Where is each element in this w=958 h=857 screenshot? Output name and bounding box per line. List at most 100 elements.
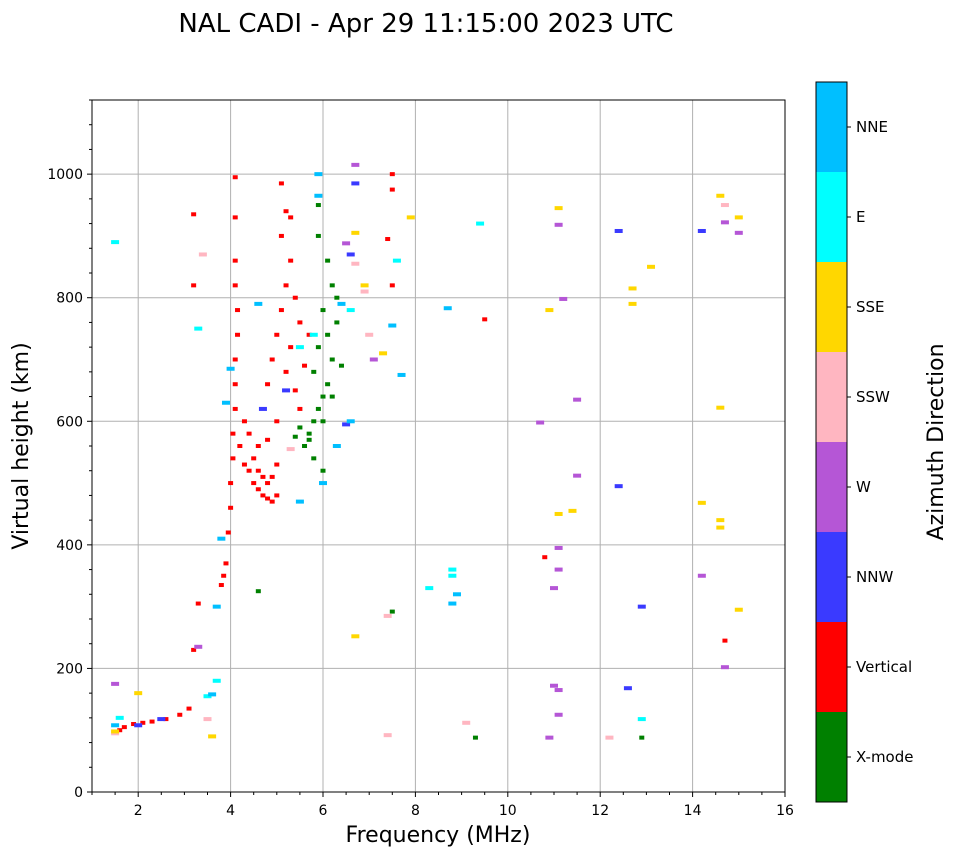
data-point-vertical xyxy=(149,719,155,724)
colorbar-segment xyxy=(816,442,847,532)
data-point-nnw xyxy=(282,388,291,393)
data-point-ssw xyxy=(360,289,369,294)
data-point-x-mode xyxy=(292,434,298,439)
data-point-e xyxy=(115,715,124,720)
data-point-sse xyxy=(734,215,743,220)
data-point-w xyxy=(550,683,558,688)
data-point-vertical xyxy=(297,320,303,325)
data-point-x-mode xyxy=(315,345,321,350)
data-point-vertical xyxy=(288,345,294,350)
data-point-x-mode xyxy=(306,431,312,436)
data-point-vertical xyxy=(191,647,197,652)
data-point-sse xyxy=(568,508,577,513)
data-point-vertical xyxy=(191,283,197,288)
x-tick-label: 16 xyxy=(776,803,794,819)
data-point-x-mode xyxy=(255,589,261,594)
data-point-vertical xyxy=(278,233,284,238)
y-tick-label: 400 xyxy=(56,538,83,554)
colorbar-label: NNE xyxy=(856,118,888,136)
data-point-vertical xyxy=(230,456,236,461)
data-point-x-mode xyxy=(320,394,326,399)
data-point-ssw xyxy=(203,717,212,722)
data-point-vertical xyxy=(117,728,123,733)
data-point-w xyxy=(554,222,563,227)
data-point-ssw xyxy=(198,252,207,257)
data-point-sse xyxy=(554,206,563,211)
data-point-e xyxy=(448,573,457,578)
data-point-sse xyxy=(697,500,706,505)
data-point-vertical xyxy=(278,181,284,186)
data-point-vertical xyxy=(297,406,303,411)
data-point-x-mode xyxy=(311,456,317,461)
data-point-vertical xyxy=(274,332,280,337)
data-point-vertical xyxy=(260,474,266,479)
data-point-e xyxy=(637,717,646,722)
data-point-nnw xyxy=(697,228,706,233)
axis-ticks: 2 4 6 8 10 12 14 16 0 200 400 600 800 1000 xyxy=(47,99,794,819)
data-point-sse xyxy=(351,634,360,639)
y-tick-label: 0 xyxy=(74,785,83,801)
data-point-vertical xyxy=(385,237,391,242)
data-point-sse xyxy=(111,729,120,734)
data-point-sse xyxy=(406,215,415,220)
data-point-x-mode xyxy=(320,468,326,473)
data-point-vertical xyxy=(195,601,201,606)
data-point-vertical xyxy=(292,295,298,300)
data-point-vertical xyxy=(302,363,308,368)
y-axis-title: Virtual height (km) xyxy=(9,342,34,549)
data-point-w xyxy=(536,420,545,425)
data-point-nnw xyxy=(351,181,360,186)
data-point-w xyxy=(554,712,563,717)
data-point-w xyxy=(573,397,582,402)
data-point-x-mode xyxy=(325,258,331,263)
data-point-w xyxy=(111,681,120,686)
data-point-nnw xyxy=(346,252,355,257)
data-point-vertical xyxy=(241,419,247,424)
y-tick-label: 200 xyxy=(56,661,83,677)
data-point-x-mode xyxy=(472,735,478,740)
data-point-vertical xyxy=(221,573,227,578)
data-point-sse xyxy=(716,525,725,530)
data-point-vertical xyxy=(246,431,252,436)
data-point-vertical xyxy=(121,725,127,730)
data-point-vertical xyxy=(177,712,183,717)
data-point-vertical xyxy=(235,332,241,337)
y-tick-label: 1000 xyxy=(47,167,83,183)
colorbar-label: NNW xyxy=(856,568,893,586)
data-point-nne xyxy=(314,193,323,198)
colorbar-frame xyxy=(815,81,848,803)
data-point-nne xyxy=(332,444,341,448)
data-point-sse xyxy=(716,193,725,198)
data-point-nne xyxy=(443,306,452,311)
data-point-vertical xyxy=(274,462,280,467)
data-point-nne xyxy=(208,692,217,697)
colorbar-segment xyxy=(816,352,847,442)
data-point-vertical xyxy=(140,720,146,725)
data-point-e xyxy=(392,258,401,263)
data-point-vertical xyxy=(232,215,238,220)
data-point-vertical xyxy=(191,212,197,217)
data-point-sse xyxy=(360,283,369,288)
data-point-vertical xyxy=(232,258,238,263)
data-point-w xyxy=(554,567,563,572)
grid-lines xyxy=(92,100,785,792)
data-point-vertical xyxy=(228,481,234,486)
data-point-vertical xyxy=(255,444,261,448)
data-point-vertical xyxy=(265,496,271,501)
x-tick-label: 14 xyxy=(684,803,702,819)
data-point-ssw xyxy=(365,332,374,337)
data-point-vertical xyxy=(241,462,247,467)
data-point-vertical xyxy=(274,493,280,498)
data-point-sse xyxy=(716,405,725,410)
data-point-e xyxy=(295,345,304,350)
data-point-x-mode xyxy=(306,437,312,442)
plot-background xyxy=(92,100,785,792)
data-point-nne xyxy=(254,301,263,306)
data-point-e xyxy=(309,332,318,337)
data-point-x-mode xyxy=(315,233,321,238)
data-point-w xyxy=(550,586,558,591)
y-tick-label: 600 xyxy=(56,414,83,430)
data-point-vertical xyxy=(389,172,395,177)
data-point-vertical xyxy=(235,308,241,313)
